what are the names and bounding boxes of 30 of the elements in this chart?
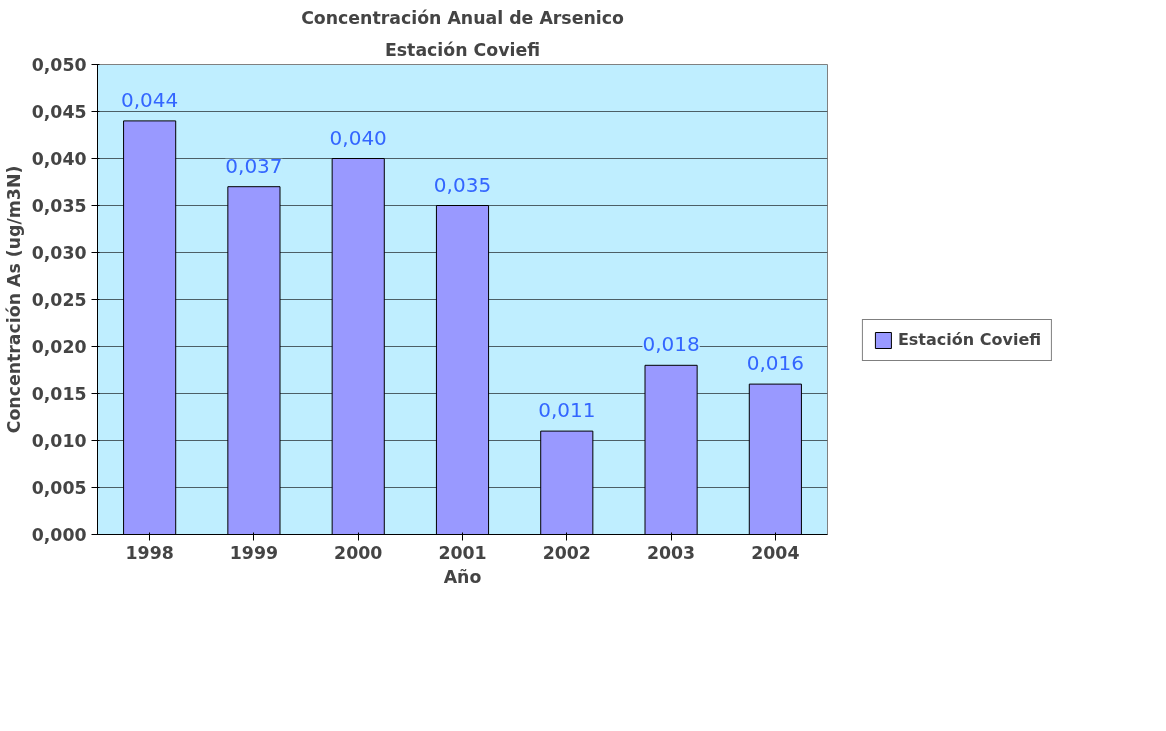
legend-label: Estación Coviefi: [897, 330, 1042, 349]
x-tick-label: 2002: [542, 542, 591, 563]
text: 0,011: [538, 398, 596, 423]
y-tick-label: 0,005: [31, 478, 87, 498]
y-tick-label: 0,025: [31, 290, 87, 310]
y-tick-label: 0,050: [31, 55, 87, 75]
x-tick-label: 1999: [229, 542, 279, 563]
text: 0,040: [329, 125, 387, 150]
chart-subtitle: Estación Coviefi: [384, 39, 541, 60]
y-tick-label: 0,035: [31, 196, 87, 216]
y-tick-label: 0,045: [31, 102, 87, 122]
text: 0,044: [121, 87, 179, 112]
y-tick-label: 0,000: [31, 525, 87, 545]
x-axis-title: Año: [443, 566, 482, 587]
text: 0,037: [225, 153, 283, 178]
x-tick-label: 2000: [334, 542, 383, 563]
x-tick-label: 2001: [438, 542, 487, 563]
y-tick-label: 0,015: [31, 384, 87, 404]
y-tick-label: 0,010: [31, 431, 87, 451]
x-tick-label: 1998: [125, 542, 174, 563]
y-tick-label: 0,020: [31, 337, 87, 357]
x-tick-label: 2004: [751, 542, 800, 563]
y-axis-title: Concentración As (ug/m3N): [3, 165, 24, 434]
x-tick-label: 2003: [646, 542, 696, 563]
chart-title: Concentración Anual de Arsenico: [301, 7, 624, 28]
text: 0,018: [642, 332, 700, 357]
y-tick-label: 0,030: [31, 243, 87, 263]
y-tick-label: 0,040: [31, 149, 87, 169]
text: 0,016: [746, 351, 804, 376]
text: 0,035: [433, 172, 492, 197]
